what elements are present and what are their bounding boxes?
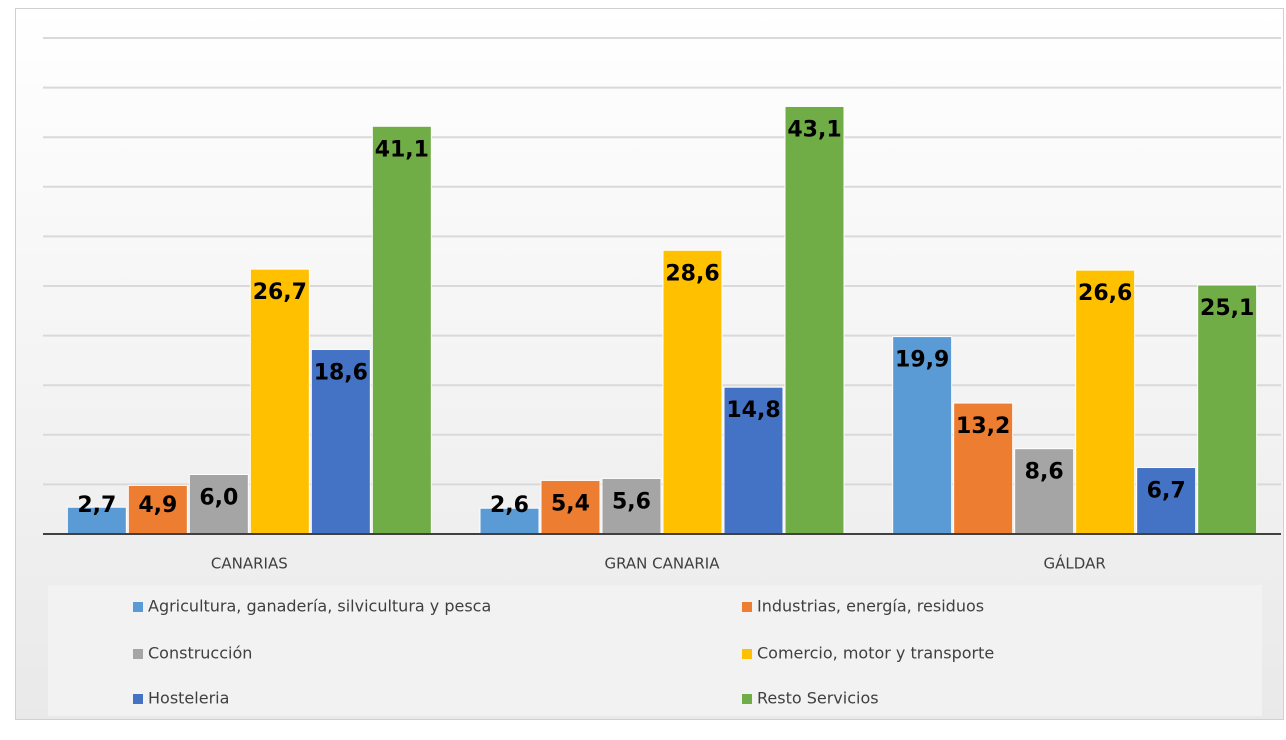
data-label: 2,6 — [490, 493, 529, 518]
legend-swatch — [742, 649, 752, 659]
x-tick-label: GÁLDAR — [1044, 554, 1106, 573]
data-label: 5,6 — [612, 489, 651, 514]
bar — [479, 507, 540, 535]
bar — [1075, 269, 1136, 535]
data-label: 26,7 — [253, 280, 307, 305]
bar — [784, 105, 845, 535]
data-label: 8,6 — [1025, 460, 1064, 485]
legend-swatch — [742, 694, 752, 704]
data-label: 4,9 — [138, 493, 177, 518]
data-label: 18,6 — [314, 360, 368, 385]
legend-box — [48, 585, 1262, 716]
legend-label: Industrias, energía, residuos — [757, 597, 984, 616]
bar — [249, 268, 310, 535]
legend-swatch — [133, 649, 143, 659]
bar — [1197, 284, 1258, 535]
data-label: 6,7 — [1147, 479, 1186, 504]
bar — [66, 506, 127, 535]
bar — [127, 484, 188, 535]
data-label: 28,6 — [665, 261, 719, 286]
legend-label: Resto Servicios — [757, 689, 879, 708]
data-label: 43,1 — [787, 117, 841, 142]
bar — [371, 125, 432, 535]
legend-swatch — [133, 602, 143, 612]
bar — [540, 479, 601, 535]
x-tick-label: CANARIAS — [211, 555, 288, 573]
data-label: 14,8 — [726, 398, 780, 423]
bar — [188, 473, 249, 535]
legend-swatch — [133, 694, 143, 704]
data-label: 19,9 — [895, 348, 949, 373]
bar — [892, 336, 953, 535]
data-label: 41,1 — [375, 137, 429, 162]
legend-label: Comercio, motor y transporte — [757, 644, 994, 663]
data-label: 25,1 — [1200, 296, 1254, 321]
data-label: 6,0 — [199, 485, 238, 510]
data-label: 13,2 — [956, 414, 1010, 439]
bar — [662, 249, 723, 535]
data-label: 26,6 — [1078, 281, 1132, 306]
bar — [1014, 448, 1075, 535]
bar — [310, 348, 371, 535]
legend-label: Construcción — [148, 644, 252, 663]
bar — [953, 402, 1014, 535]
legend-label: Agricultura, ganadería, silvicultura y p… — [148, 597, 491, 616]
bar — [723, 386, 784, 535]
legend-label: Hosteleria — [148, 689, 229, 708]
data-label: 5,4 — [551, 491, 590, 516]
bar — [601, 477, 662, 535]
legend-swatch — [742, 602, 752, 612]
x-tick-label: GRAN CANARIA — [604, 555, 720, 573]
data-label: 2,7 — [77, 493, 116, 518]
